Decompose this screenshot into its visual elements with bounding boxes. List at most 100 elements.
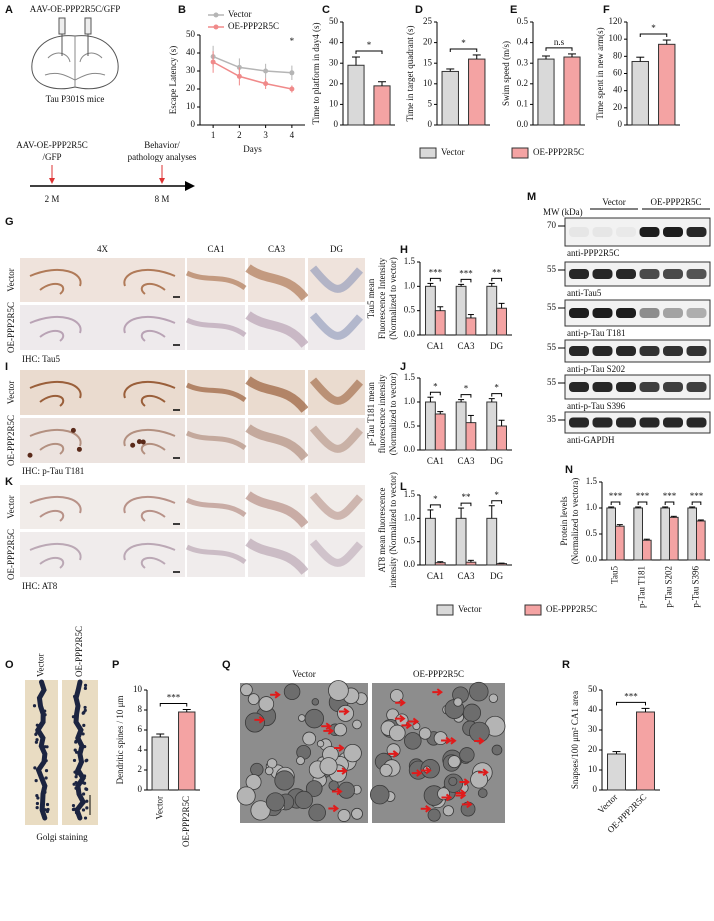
injection-label: AAV-OE-PPP2R5C: [16, 140, 88, 150]
y-tick-label: 0: [191, 119, 196, 129]
synapse-arrow: [401, 721, 413, 730]
band: [616, 269, 636, 279]
bar: [441, 70, 459, 126]
em-profile: [379, 763, 393, 777]
band: [569, 308, 589, 318]
y-axis-label: Time spent in new arm(s): [595, 27, 605, 119]
em-profile: [305, 780, 323, 797]
y-axis-label: fluorescence intensity: [377, 374, 387, 453]
panel-letter: N: [565, 464, 573, 476]
bar: [669, 516, 679, 561]
legend-label: OE-PPP2R5C: [228, 21, 279, 31]
hippocampus: [29, 428, 82, 455]
em-profile: [403, 732, 422, 750]
row-label: Vector: [6, 268, 16, 292]
cell-layer: [245, 538, 309, 575]
x-tick-label: DG: [490, 341, 503, 351]
y-tick-label: 40: [329, 37, 339, 47]
spine: [82, 774, 87, 778]
bar: [658, 43, 676, 126]
plaque: [27, 452, 33, 458]
x-tick-label: p-Tau S202: [664, 566, 674, 608]
y-tick-label: 1.5: [404, 256, 416, 266]
brain-detail: [44, 36, 106, 87]
em-profile: [274, 770, 295, 791]
significance-label: **: [492, 267, 502, 277]
bar: [615, 525, 625, 561]
spine: [35, 806, 39, 810]
band: [592, 227, 613, 237]
band: [616, 346, 636, 356]
bar: [537, 58, 555, 126]
ihc-image: [20, 418, 185, 463]
em-profile: [250, 762, 264, 777]
plaque: [140, 439, 146, 445]
cell-layer: [245, 424, 309, 461]
bar: [631, 60, 649, 126]
x-tick-label: 4: [290, 130, 295, 140]
significance-label: *: [494, 490, 499, 500]
y-tick-label: 40: [613, 85, 623, 95]
y-axis-label: Fluorescence Intensity: [377, 257, 387, 339]
em-profile: [453, 697, 463, 707]
timepoint-arrowhead: [159, 178, 165, 184]
spine: [74, 775, 78, 779]
column-label: CA3: [268, 244, 286, 254]
x-tick-label: Vector: [154, 796, 164, 820]
y-axis-label: Snapses/100 μm² CA1 area: [570, 691, 580, 789]
y-tick-label: 30: [329, 57, 339, 67]
spine: [71, 803, 76, 808]
spine: [43, 790, 47, 794]
y-tick-label: 1.0: [404, 396, 416, 406]
band: [592, 308, 613, 318]
y-tick-label: 0.0: [404, 559, 416, 569]
y-tick-label: 0.0: [404, 444, 416, 454]
analysis-label: pathology analyses: [128, 152, 197, 162]
panel-letter: M: [527, 191, 536, 203]
spine: [72, 694, 77, 699]
em-profile: [319, 757, 338, 776]
x-tick-label: OE-PPP2R5C: [181, 796, 191, 847]
dentate-gyrus: [309, 377, 364, 405]
mw-marker: 55: [547, 302, 557, 312]
spine: [43, 709, 47, 713]
synapse-arrow: [323, 727, 335, 735]
spine: [81, 808, 86, 812]
blot: [564, 374, 711, 400]
spine: [83, 683, 88, 688]
y-axis-label: Protein levels: [559, 496, 569, 546]
significance-bracket: [610, 501, 621, 505]
em-profile: [302, 731, 317, 746]
synapse-arrow: [432, 688, 443, 696]
panel-letter: O: [5, 659, 14, 671]
y-tick-label: 40: [186, 47, 196, 57]
y-tick-label: 2: [138, 764, 143, 774]
spine: [33, 766, 37, 770]
y-tick-label: 80: [613, 50, 623, 60]
y-tick-label: 1.0: [586, 502, 598, 512]
y-tick-label: 25: [423, 16, 433, 26]
band: [686, 417, 707, 428]
mice-label: Tau P301S mice: [46, 94, 105, 104]
spine: [74, 811, 79, 815]
em-profile: [351, 807, 363, 820]
significance-label: *: [433, 381, 438, 391]
mw-marker: 55: [547, 264, 557, 274]
x-tick-label: 1: [211, 130, 216, 140]
y-tick-label: 120: [609, 16, 623, 26]
em-profile: [491, 744, 503, 756]
spine: [84, 759, 88, 763]
group-label: Vector: [602, 197, 626, 207]
y-tick-label: 15: [423, 57, 433, 67]
marker: [289, 86, 295, 92]
band: [592, 346, 613, 356]
band: [663, 382, 683, 392]
bar: [373, 85, 391, 126]
em-profile: [250, 800, 271, 821]
bar: [425, 517, 436, 566]
y-tick-label: 50: [329, 16, 339, 26]
x-tick-label: CA1: [427, 571, 444, 581]
synapse-arrow: [441, 793, 453, 802]
panel-letter: Q: [222, 659, 231, 671]
